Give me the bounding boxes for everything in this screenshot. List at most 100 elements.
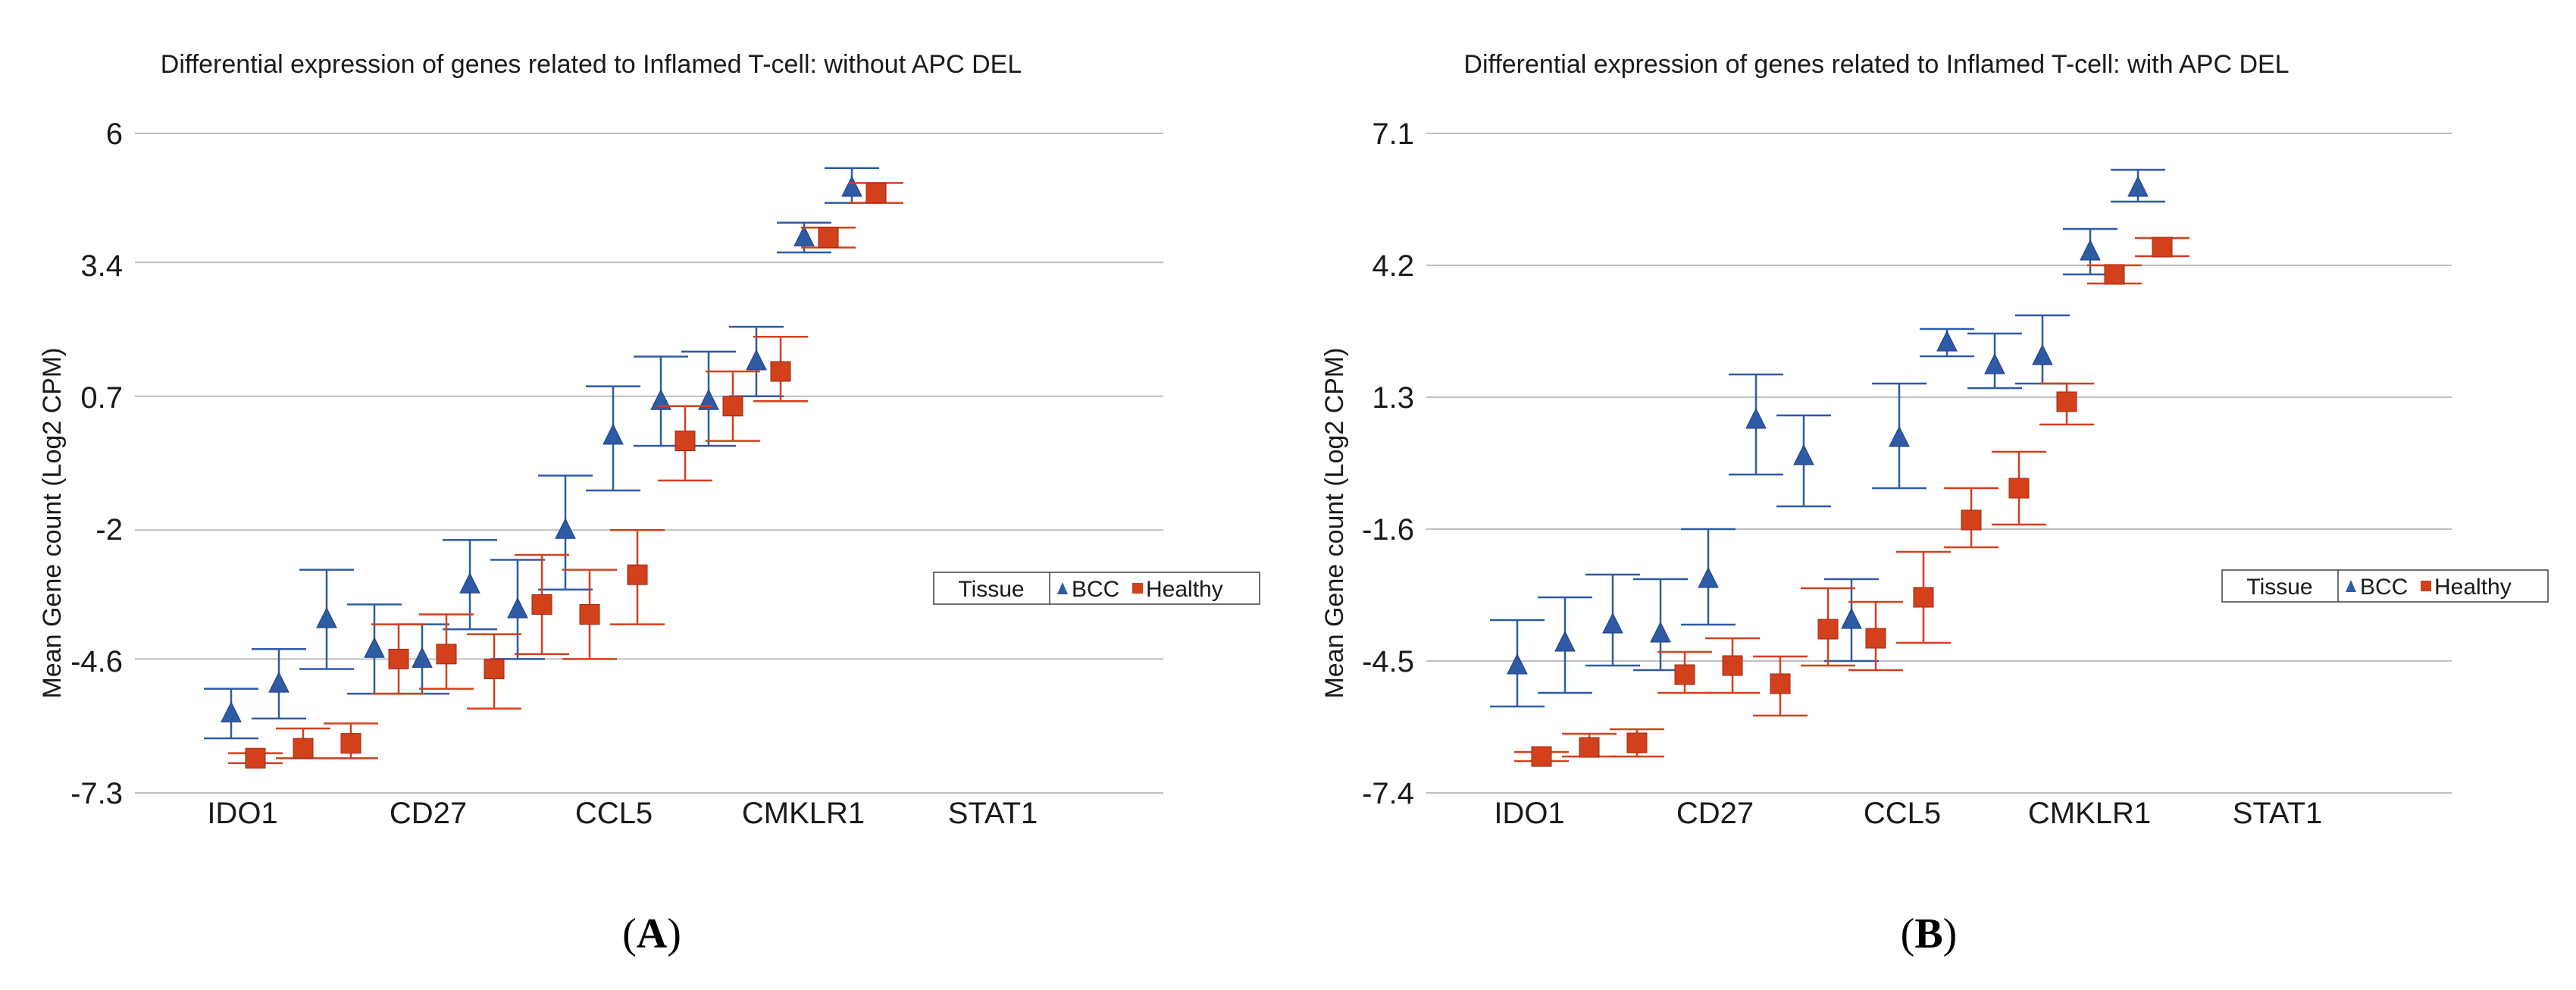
chart-b-bcc-point — [1554, 630, 1576, 652]
chart-a-healthy-point — [436, 644, 457, 665]
panel-b: Differential expression of genes related… — [1320, 50, 2549, 957]
chart-b-y-tick: 1.3 — [1372, 381, 1414, 415]
chart-a-legend: Tissue BCC Healthy — [933, 572, 1260, 605]
chart-b-legend-title: Tissue — [2246, 575, 2312, 600]
chart-a-healthy-point — [388, 648, 409, 669]
chart-a-healthy-point — [579, 604, 600, 625]
panel-label-b-close: ) — [1943, 910, 1958, 957]
chart-a-bcc-point — [746, 349, 767, 371]
chart-b-x-tick: CMKLR1 — [2028, 797, 2151, 830]
chart-a-legend-healthy-marker — [1132, 583, 1143, 594]
chart-a-y-tick: -7.3 — [70, 777, 123, 810]
chart-b-bcc-point — [2080, 239, 2101, 261]
chart-b-x-tick: CD27 — [1676, 797, 1754, 830]
chart-a-x-tick: STAT1 — [948, 797, 1038, 830]
panel-label-a-open: ( — [622, 910, 637, 957]
chart-a-x-tick: CMKLR1 — [742, 797, 865, 830]
chart-b-y-tick: -7.4 — [1362, 777, 1414, 810]
chart-b-healthy-point — [1961, 509, 1982, 531]
chart-a-title: Differential expression of genes related… — [161, 50, 1022, 79]
chart-b-x-tick: CCL5 — [1864, 797, 1941, 830]
chart-b-bcc-point — [2127, 175, 2149, 197]
chart-b-bcc-point — [1984, 352, 2005, 374]
chart-b-bcc-point — [1936, 330, 1958, 352]
chart-b-bcc-point — [1889, 425, 1910, 447]
chart-a-legend-title: Tissue — [958, 577, 1024, 602]
chart-a-y-tick: 0.7 — [80, 381, 123, 415]
chart-a-healthy-point — [340, 733, 362, 754]
chart-a-healthy-point — [818, 227, 839, 248]
chart-b-bcc-point — [1745, 407, 1767, 429]
chart-a-healthy-point — [675, 431, 696, 452]
chart-a-x-tick: CD27 — [390, 797, 467, 830]
chart-a-y-tick: -2 — [95, 513, 123, 547]
chart-b-healthy-point — [1722, 655, 1743, 676]
chart-b-legend: Tissue BCC Healthy — [2221, 569, 2549, 603]
chart-b-healthy-point — [1817, 619, 1839, 640]
panel-a: Differential expression of genes related… — [38, 50, 1260, 957]
panel-label-a-close: ) — [667, 910, 681, 957]
chart-a-x-ticks: IDO1 CD27 CCL5 CMKLR1 STAT1 — [207, 797, 1038, 830]
chart-a-x-tick: IDO1 — [207, 797, 277, 830]
chart-a-legend-box — [933, 572, 1260, 605]
chart-b-y-tick: -4.5 — [1362, 645, 1414, 678]
chart-a-bcc-point — [555, 518, 576, 539]
chart-a-gridlines — [135, 133, 1163, 794]
chart-a-healthy-point — [484, 658, 505, 679]
chart-a-bcc-point — [650, 389, 671, 410]
chart-a-healthy-point — [293, 738, 314, 759]
chart-b-healthy-point — [1913, 587, 1934, 608]
chart-b-data-marks — [1490, 168, 2189, 767]
chart-b-bcc-point — [1602, 612, 1623, 634]
chart-b-title: Differential expression of genes related… — [1463, 50, 2289, 79]
chart-b-legend-healthy-marker — [2421, 581, 2431, 591]
chart-b-y-tick: 4.2 — [1372, 249, 1414, 283]
chart-a-y-tick: -4.6 — [70, 645, 123, 678]
chart-a-healthy-point — [245, 747, 266, 769]
chart-a-healthy-point — [770, 361, 791, 382]
panel-label-a-letter: A — [637, 910, 668, 957]
chart-a-legend-healthy: Healthy — [1146, 577, 1223, 602]
chart-b-x-tick: IDO1 — [1494, 797, 1564, 830]
chart-b-healthy-point — [2008, 478, 2030, 499]
chart-b-x-tick: STAT1 — [2233, 797, 2323, 830]
chart-b-legend-bcc-marker — [2346, 580, 2356, 592]
chart-b-y-ticks: 7.1 4.2 1.3 -1.6 -4.5 -7.4 — [1362, 117, 1414, 810]
chart-b-healthy-point — [1579, 737, 1600, 758]
chart-a-bcc-point — [316, 606, 337, 628]
chart-a-bcc-point — [221, 701, 242, 722]
chart-b-bcc-point — [1507, 653, 1528, 675]
chart-a-data-marks — [204, 167, 903, 769]
chart-a-healthy-point — [531, 594, 552, 615]
chart-b-y-tick: -1.6 — [1362, 513, 1414, 547]
chart-a-bcc-point — [364, 637, 385, 658]
chart-b-bcc-point — [1841, 607, 1862, 629]
chart-b-bcc-point — [1650, 621, 1671, 643]
chart-b-gridlines — [1426, 133, 2452, 794]
chart-a-bcc-point — [459, 572, 480, 594]
panel-label-a: (A) — [622, 910, 681, 957]
chart-a-bcc-point — [268, 671, 290, 693]
chart-b-bcc-point — [2032, 343, 2053, 365]
chart-b-y-axis-label: Mean Gene count (Log2 CPM) — [1320, 347, 1349, 698]
panel-label-b-letter: B — [1914, 910, 1942, 957]
chart-a-healthy-point — [627, 564, 648, 585]
chart-b-legend-box — [2221, 569, 2549, 603]
panel-label-b: (B) — [1901, 910, 1958, 957]
panel-label-b-open: ( — [1901, 910, 1915, 957]
chart-a-bcc-point — [412, 647, 433, 668]
chart-a-bcc-point — [507, 597, 528, 619]
chart-a-healthy-point — [865, 182, 887, 203]
chart-a-x-tick: CCL5 — [575, 797, 653, 830]
chart-b-bcc-point — [1793, 443, 1814, 465]
chart-a-bcc-point — [698, 389, 719, 410]
chart-a-legend-bcc-marker — [1057, 582, 1068, 594]
chart-b-x-ticks: IDO1 CD27 CCL5 CMKLR1 STAT1 — [1494, 797, 2322, 830]
chart-a-healthy-point — [722, 396, 743, 417]
chart-a-bcc-point — [793, 225, 815, 246]
chart-b-y-tick: 7.1 — [1372, 117, 1414, 151]
chart-b-healthy-point — [2056, 391, 2077, 412]
chart-a-y-axis-label: Mean Gene count (Log2 CPM) — [38, 347, 67, 698]
chart-a-y-tick: 6 — [106, 117, 123, 151]
